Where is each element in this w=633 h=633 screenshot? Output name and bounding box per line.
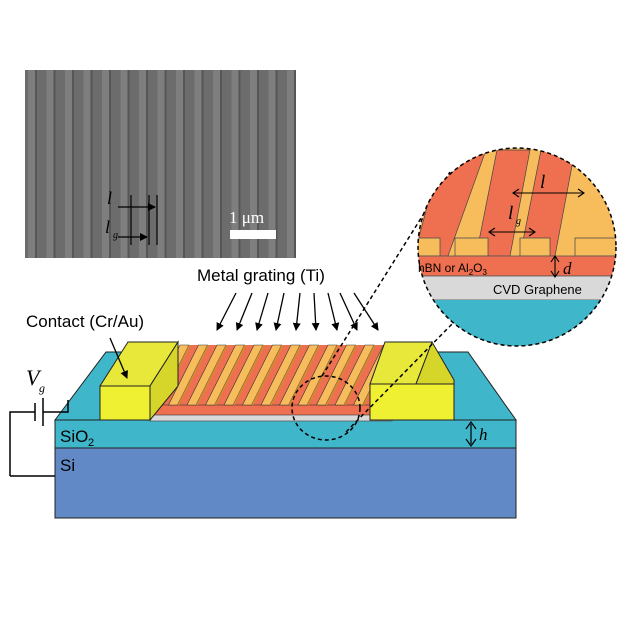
- inset-graphene: [418, 275, 616, 301]
- grating-arrow: [255, 292, 269, 331]
- grating-arrow: [339, 292, 358, 331]
- sem-stripe-edge: [53, 70, 56, 258]
- inset-label-lg-sub: g: [516, 216, 521, 227]
- grating-strip-side: [196, 345, 228, 405]
- sem-stripe-bright: [102, 70, 109, 258]
- sem-micrograph: l l g 1 μm: [25, 70, 296, 258]
- grating-pointer-arrows: [216, 292, 379, 331]
- inset-label-lg: l: [508, 203, 513, 224]
- grating-arrow: [353, 292, 379, 331]
- sem-stripe-edge: [220, 70, 222, 258]
- grating-arrow: [216, 292, 237, 331]
- contact-pointer-arrow: [109, 337, 128, 379]
- grating-arrow: [292, 292, 301, 331]
- inset-d-label: d: [563, 259, 572, 278]
- sem-stripe-edge: [294, 70, 296, 258]
- grating-strip-side: [214, 345, 247, 405]
- sem-stripe-bright: [28, 70, 35, 258]
- contact-right: [369, 340, 455, 422]
- sem-stripe-edge: [146, 70, 148, 258]
- sio2-label: SiO: [60, 427, 88, 446]
- sem-stripe-bright: [46, 70, 54, 258]
- grating-strip-side: [288, 345, 321, 405]
- si-layer: [54, 447, 517, 519]
- device-stack: h Metal grating (Ti) Contact (Cr/Au) V g…: [9, 266, 517, 519]
- sem-stripe-edge: [72, 70, 74, 258]
- inset-border: [417, 147, 617, 347]
- sem-label-lg-sub: g: [113, 230, 118, 241]
- sem-label-l: l: [107, 188, 112, 208]
- inset-period-marker: [488, 188, 585, 278]
- sem-stripe-bright: [157, 70, 165, 258]
- grating-strip-side: [251, 345, 284, 405]
- grating-label: Metal grating (Ti): [197, 266, 325, 285]
- grating-strip-side: [233, 345, 265, 405]
- si-label: Si: [60, 456, 75, 475]
- inset-grating-strips: [418, 149, 616, 257]
- grating-arrow: [235, 292, 253, 331]
- sem-stripe-edge: [35, 70, 37, 258]
- inset-metal-ridge: [574, 237, 616, 257]
- sem-stripe-edge: [257, 70, 259, 258]
- sem-stripe-edge: [90, 70, 93, 258]
- grating-arrow: [273, 292, 285, 331]
- inset-graphene-label: CVD Graphene: [493, 282, 582, 297]
- inset-label-l: l: [540, 172, 545, 193]
- sem-stripe-bright: [287, 70, 294, 258]
- inset-sio2: [418, 300, 616, 346]
- sem-label-lg: l: [105, 217, 110, 237]
- zoom-line-bottom: [345, 323, 453, 433]
- sio2-sub: 2: [88, 437, 94, 449]
- sem-scalebar: [230, 230, 276, 239]
- inset-dielectric-label: hBN or Al2O3: [418, 261, 488, 277]
- sem-stripe-bright: [176, 70, 183, 258]
- sem-grating-stripes: [28, 70, 296, 258]
- sio2-thickness-marker: [465, 420, 477, 448]
- inset-metal-ridge: [418, 237, 441, 257]
- sio2-layer: [54, 419, 517, 449]
- sem-stripe-bright: [83, 70, 91, 258]
- grating-strip-side: [325, 345, 358, 405]
- sem-stripe-edge: [275, 70, 278, 258]
- sem-stripe-bright: [268, 70, 276, 258]
- contact-left: [99, 340, 179, 422]
- sem-stripe-bright: [65, 70, 72, 258]
- grating-strip-side: [344, 345, 376, 405]
- sem-stripe-bright: [194, 70, 202, 258]
- zoom-line-top: [321, 171, 451, 377]
- inset-metal-ridge: [454, 237, 489, 257]
- zoom-source-circle: [291, 375, 361, 441]
- grating-strip-side: [270, 345, 302, 405]
- grating-arrow: [327, 292, 340, 331]
- sem-period-marker: [118, 195, 158, 245]
- sem-stripe-bright: [139, 70, 146, 258]
- grating-arrow: [311, 292, 320, 331]
- sem-stripe-bright: [250, 70, 257, 258]
- sem-scalebar-label: 1 μm: [229, 208, 264, 227]
- zoom-callout: l l g hBN or Al2O3 d CVD Graphene: [291, 147, 617, 441]
- sem-stripe-bright: [213, 70, 220, 258]
- dielectric-front: [149, 404, 393, 416]
- grating-strip-side: [177, 345, 210, 405]
- sem-stripe-edge: [127, 70, 130, 258]
- sem-stripe-edge: [109, 70, 111, 258]
- zoom-inset: [418, 148, 616, 346]
- sem-stripe-edge: [201, 70, 204, 258]
- sem-stripe-edge: [164, 70, 167, 258]
- gate-circuit: [9, 398, 69, 477]
- thickness-h-label: h: [479, 425, 488, 444]
- contact-label: Contact (Cr/Au): [26, 312, 144, 331]
- gate-voltage-sub: g: [39, 381, 45, 395]
- inset-metal-ridge: [519, 237, 551, 257]
- sem-stripe-bright: [120, 70, 128, 258]
- gate-voltage-label: V: [26, 365, 42, 390]
- sem-stripe-bright: [231, 70, 239, 258]
- sem-stripe-edge: [238, 70, 241, 258]
- sem-stripe-edge: [183, 70, 185, 258]
